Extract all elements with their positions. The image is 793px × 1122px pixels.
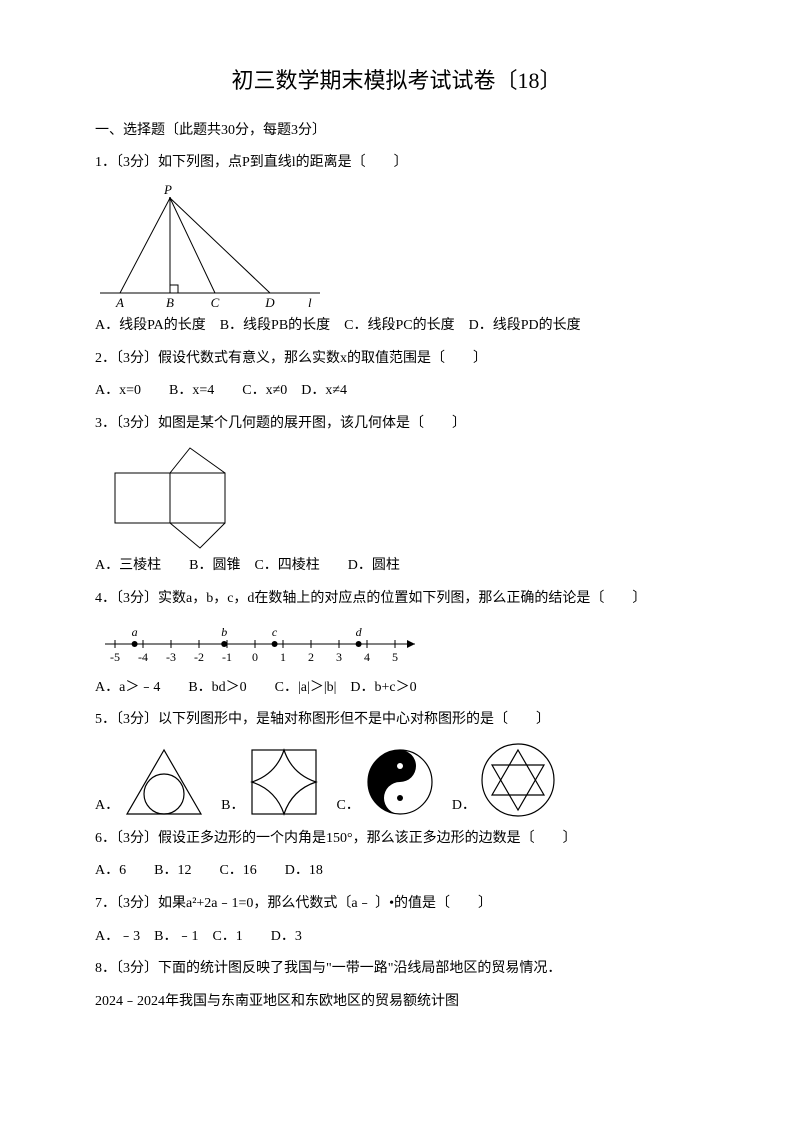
page-title: 初三数学期末模拟考试试卷〔18〕 — [95, 60, 698, 102]
q5-shape-a — [121, 744, 207, 820]
q4-options: A．a＞﹣4 B．bd＞0 C．|a|＞|b| D．b+c＞0 — [95, 675, 698, 702]
svg-text:-1: -1 — [222, 650, 232, 664]
svg-text:P: P — [163, 183, 172, 197]
q5-shapes: A． B． C． D． — [95, 740, 698, 820]
svg-text:-5: -5 — [110, 650, 120, 664]
svg-text:l: l — [308, 295, 312, 310]
q2-options: A．x=0 B．x=4 C．x≠0 D．x≠4 — [95, 378, 698, 405]
svg-text:3: 3 — [336, 650, 342, 664]
q1-figure: P A B C D l — [95, 183, 325, 313]
svg-text:-4: -4 — [138, 650, 148, 664]
q4-stem: 4．〔3分〕实数a，b，c，d在数轴上的对应点的位置如下列图，那么正确的结论是〔… — [95, 586, 698, 613]
q5-opt-d-label: D． — [452, 793, 476, 820]
svg-text:C: C — [211, 295, 220, 310]
svg-text:c: c — [272, 625, 278, 639]
q3-stem: 3．〔3分〕如图是某个几何题的展开图，该几何体是〔 〕 — [95, 411, 698, 438]
q5-shape-b — [246, 744, 322, 820]
svg-text:D: D — [264, 295, 275, 310]
q3-options: A．三棱柱 B．圆锥 C．四棱柱 D．圆柱 — [95, 553, 698, 580]
svg-text:-2: -2 — [194, 650, 204, 664]
q4-numberline: -5 -4 -3 -2 -1 0 1 2 3 4 5 a b c d — [95, 619, 435, 669]
q6-stem: 6．〔3分〕假设正多边形的一个内角是150°，那么该正多边形的边数是〔 〕 — [95, 826, 698, 853]
q5-shape-c — [362, 744, 438, 820]
q5-stem: 5．〔3分〕以下列图形中，是轴对称图形但不是中心对称图形的是〔 〕 — [95, 707, 698, 734]
q8-sub: 2024﹣2024年我国与东南亚地区和东欧地区的贸易额统计图 — [95, 989, 698, 1016]
svg-text:b: b — [221, 625, 227, 639]
svg-text:a: a — [132, 625, 138, 639]
q5-opt-b-label: B． — [221, 793, 244, 820]
q3-figure — [95, 443, 245, 553]
q8-stem: 8．〔3分〕下面的统计图反映了我国与"一带一路"沿线局部地区的贸易情况． — [95, 956, 698, 983]
q1-options: A．线段PA的长度 B．线段PB的长度 C．线段PC的长度 D．线段PD的长度 — [95, 313, 698, 340]
q7-stem: 7．〔3分〕如果a²+2a﹣1=0，那么代数式〔a﹣ 〕•的值是〔 〕 — [95, 891, 698, 918]
svg-text:d: d — [356, 625, 363, 639]
svg-text:2: 2 — [308, 650, 314, 664]
svg-text:0: 0 — [252, 650, 258, 664]
svg-text:B: B — [166, 295, 174, 310]
q5-opt-a-label: A． — [95, 793, 119, 820]
q5-opt-c-label: C． — [336, 793, 359, 820]
svg-text:5: 5 — [392, 650, 398, 664]
svg-text:-3: -3 — [166, 650, 176, 664]
svg-text:4: 4 — [364, 650, 370, 664]
section-1-title: 一、选择题〔此题共30分，每题3分〕 — [95, 118, 698, 145]
q5-shape-d — [478, 740, 558, 820]
q6-options: A．6 B．12 C．16 D．18 — [95, 858, 698, 885]
q7-options: A．﹣3 B．﹣1 C．1 D．3 — [95, 924, 698, 951]
q2-stem: 2．〔3分〕假设代数式有意义，那么实数x的取值范围是〔 〕 — [95, 346, 698, 373]
q1-stem: 1．〔3分〕如下列图，点P到直线l的距离是〔 〕 — [95, 150, 698, 177]
svg-text:1: 1 — [280, 650, 286, 664]
svg-text:A: A — [115, 295, 124, 310]
